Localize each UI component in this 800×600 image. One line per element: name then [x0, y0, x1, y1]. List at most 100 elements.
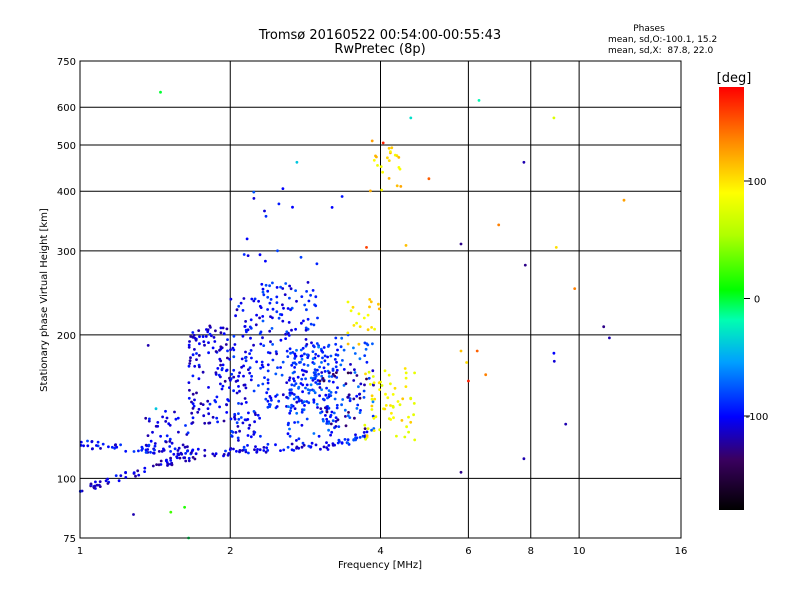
data-point	[224, 343, 228, 346]
data-point	[286, 423, 290, 427]
data-point	[366, 313, 370, 317]
data-point	[198, 365, 201, 369]
data-point	[191, 331, 195, 334]
data-point	[187, 456, 191, 460]
data-point	[285, 395, 288, 399]
data-point	[327, 389, 331, 392]
data-point	[552, 116, 556, 120]
data-point	[484, 373, 488, 377]
data-point	[114, 443, 117, 447]
data-point	[146, 434, 150, 437]
data-point	[622, 198, 626, 202]
data-point	[310, 341, 313, 345]
data-point	[134, 474, 137, 478]
data-point	[191, 416, 195, 420]
data-point	[283, 293, 287, 296]
data-point	[191, 421, 195, 424]
data-point	[292, 393, 296, 396]
data-point	[346, 342, 350, 346]
data-point	[261, 287, 265, 291]
data-point	[149, 439, 153, 443]
data-point	[404, 376, 408, 380]
data-point	[427, 177, 431, 181]
data-point	[216, 367, 220, 370]
data-point	[321, 397, 325, 401]
data-point	[269, 315, 272, 318]
data-point	[210, 334, 213, 338]
data-point	[186, 449, 189, 453]
data-point	[241, 334, 245, 338]
data-point	[389, 382, 392, 386]
data-point	[237, 385, 240, 388]
data-point	[252, 433, 256, 436]
data-point	[339, 345, 343, 349]
data-point	[391, 393, 395, 396]
data-point	[386, 156, 389, 160]
data-point	[113, 446, 116, 450]
data-point	[226, 356, 229, 360]
data-point	[266, 295, 270, 299]
data-point	[151, 464, 155, 468]
data-point	[348, 399, 352, 403]
data-point	[390, 146, 394, 150]
data-point	[237, 439, 240, 442]
data-point	[159, 90, 162, 94]
data-point	[313, 368, 317, 371]
data-point	[159, 434, 163, 438]
data-point	[306, 364, 310, 367]
data-point	[201, 370, 205, 374]
data-point	[367, 370, 371, 374]
data-point	[288, 434, 292, 438]
data-point	[243, 356, 247, 360]
data-point	[169, 456, 173, 460]
data-point	[275, 301, 279, 304]
data-point	[355, 436, 359, 440]
data-point	[266, 399, 270, 403]
data-point	[309, 322, 313, 326]
data-point	[117, 479, 121, 483]
data-point	[334, 416, 338, 419]
data-point	[303, 404, 306, 407]
data-point	[214, 452, 218, 456]
data-point	[300, 368, 304, 372]
data-point	[325, 410, 329, 414]
data-point	[295, 400, 299, 404]
data-point	[235, 421, 239, 425]
data-point	[197, 407, 201, 411]
data-point	[287, 378, 291, 382]
data-point	[552, 359, 556, 363]
data-point	[401, 397, 405, 401]
data-point	[340, 336, 344, 340]
data-point	[214, 400, 218, 404]
data-point	[164, 409, 167, 413]
data-point	[379, 165, 383, 169]
data-point	[554, 246, 558, 249]
data-point	[325, 417, 329, 421]
data-point	[244, 359, 248, 363]
data-point	[184, 459, 188, 463]
data-point	[240, 402, 244, 406]
data-point	[312, 398, 316, 402]
data-point	[247, 411, 250, 415]
data-point	[222, 453, 226, 456]
data-point	[190, 411, 194, 415]
data-point	[79, 440, 83, 444]
data-point	[230, 429, 234, 433]
data-point	[374, 415, 378, 419]
data-point	[319, 411, 322, 415]
data-point	[155, 463, 159, 466]
data-point	[336, 418, 340, 422]
data-point	[182, 456, 186, 460]
data-point	[305, 290, 308, 293]
data-point	[326, 396, 329, 400]
data-point	[167, 422, 171, 426]
data-point	[277, 316, 281, 320]
data-point	[196, 447, 200, 451]
data-point	[215, 395, 219, 399]
data-point	[413, 371, 416, 375]
data-point	[264, 283, 268, 287]
data-point	[266, 449, 270, 452]
data-point	[239, 301, 243, 305]
data-point	[188, 359, 192, 362]
data-point	[226, 349, 229, 353]
